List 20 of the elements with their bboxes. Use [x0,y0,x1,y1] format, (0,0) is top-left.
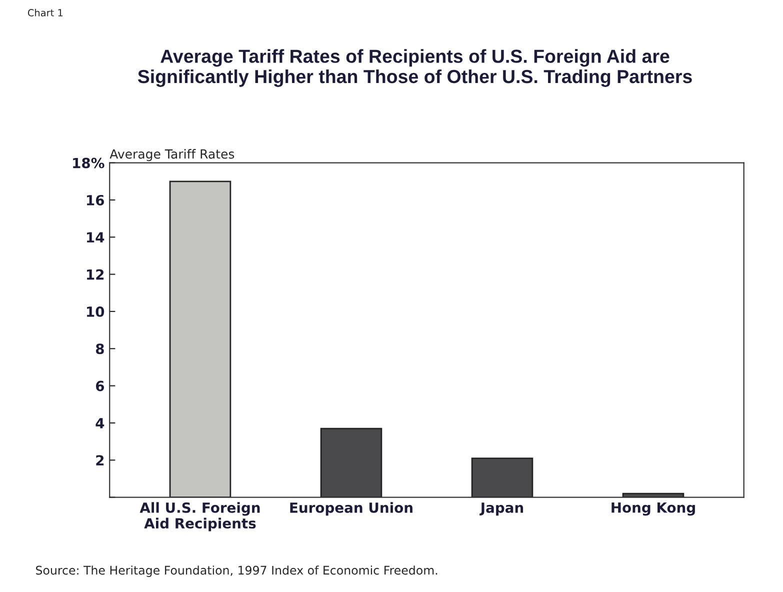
bar [169,180,232,498]
y-tick-label: 12 [87,269,104,280]
y-tick-label: 16 [87,194,104,206]
y-tick-label: 14 [87,232,104,242]
x-tick-label: Japan [480,502,524,516]
source-note: Source: The Heritage Foundation, 1997 Index of Economic Freedom. [36,566,438,577]
y-tick-label: 6 [96,380,104,392]
x-tick-label: European Union [290,502,412,516]
y-tick-label: 8 [96,344,104,354]
caption: Chart 1 [28,8,62,16]
y-tick-label: 10 [87,306,104,317]
y-axis-title: Average Tariff Rates [110,149,234,162]
x-tick-label: Hong Kong [612,502,695,516]
y-tick-label: 2 [96,455,104,466]
y-tick-label: 18% [73,158,104,168]
x-tick-label: All U.S. Foreign Aid Recipients [140,502,260,532]
y-tick-label: 4 [96,418,104,428]
bar [471,458,534,498]
bar [320,428,382,498]
chart-title: Average Tariff Rates of Recipients of U.S. Foreign Aid are Significantly Higher than Those of Other U.S. Trading Partners [138,49,692,87]
